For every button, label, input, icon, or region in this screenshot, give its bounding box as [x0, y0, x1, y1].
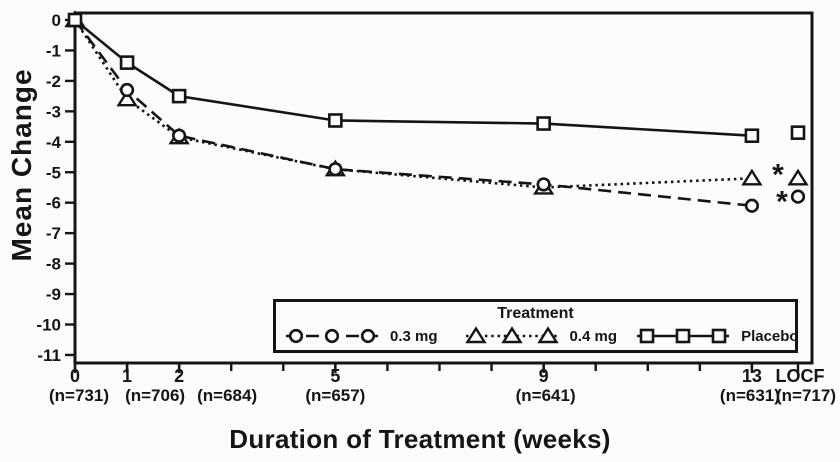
svg-text:13: 13: [742, 366, 762, 386]
x-axis: 0(n=731) 1(n=706)2 (n=684) 5(n=657) 9(n=641)…: [49, 363, 836, 405]
svg-text:(n=684): (n=684): [197, 386, 257, 405]
y-axis: 0 -1 -2 -3 -4 -5 -6 -7 -8 -9 -10 -11: [36, 11, 74, 365]
svg-text:0: 0: [70, 366, 80, 386]
line-0.3-mg: [73, 19, 753, 208]
legend-title: Treatment: [497, 305, 574, 322]
svg-text:-9: -9: [46, 285, 61, 304]
legend-item-placebo: Placebo: [635, 325, 799, 347]
svg-text:-4: -4: [46, 133, 62, 152]
svg-text:(n=717): (n=717): [776, 386, 836, 405]
svg-text:(n=657): (n=657): [305, 386, 365, 405]
svg-text:-6: -6: [46, 194, 61, 213]
svg-text:-10: -10: [36, 316, 61, 335]
svg-text:2: 2: [174, 366, 184, 386]
svg-text:1: 1: [122, 366, 132, 386]
svg-text:LOCF: LOCF: [776, 366, 825, 386]
svg-text:-7: -7: [46, 224, 61, 243]
svg-text:-8: -8: [46, 255, 61, 274]
y-axis-title: Mean Change: [6, 68, 37, 262]
solid-square-line-sample: [637, 328, 730, 344]
svg-text:*: *: [772, 158, 784, 191]
svg-text:(n=731): (n=731): [49, 386, 109, 405]
svg-text:-2: -2: [46, 72, 61, 91]
svg-text:0: 0: [52, 11, 61, 30]
svg-text:9: 9: [539, 366, 549, 386]
svg-text:-5: -5: [46, 163, 61, 182]
legend-label-placebo: Placebo: [741, 327, 799, 345]
svg-text:-11: -11: [37, 346, 61, 365]
x-axis-title: Duration of Treatment (weeks): [229, 424, 611, 454]
dotted-triangle-line-sample: [464, 326, 559, 344]
line-Placebo: [74, 18, 752, 138]
series-Placebo: [67, 12, 806, 144]
svg-text:(n=706): (n=706): [125, 386, 185, 405]
svg-text:*: *: [776, 186, 788, 219]
svg-text:5: 5: [330, 366, 340, 386]
legend-item-0-3mg: 0.3 mg: [284, 325, 438, 347]
significance-annotations: **: [772, 158, 788, 218]
legend-items: 0.3 mg 0.4 mg Placebo: [284, 324, 799, 348]
series-0.3-mg: [67, 12, 806, 213]
legend-label-0-3mg: 0.3 mg: [390, 327, 438, 345]
plot-frame: [73, 11, 814, 365]
legend-label-0-4mg: 0.4 mg: [569, 327, 618, 345]
dashed-circle-line-sample: [286, 328, 378, 344]
svg-text:-3: -3: [46, 102, 61, 121]
svg-text:-1: -1: [46, 41, 61, 60]
svg-text:(n=631): (n=631): [720, 386, 780, 405]
svg-text:(n=641): (n=641): [516, 386, 576, 405]
legend-box: Treatment 0.3 mg 0.4 mg Placebo: [273, 299, 799, 353]
line-0.4-mg: [73, 19, 752, 189]
legend-item-0-4mg: 0.4 mg: [464, 325, 618, 347]
